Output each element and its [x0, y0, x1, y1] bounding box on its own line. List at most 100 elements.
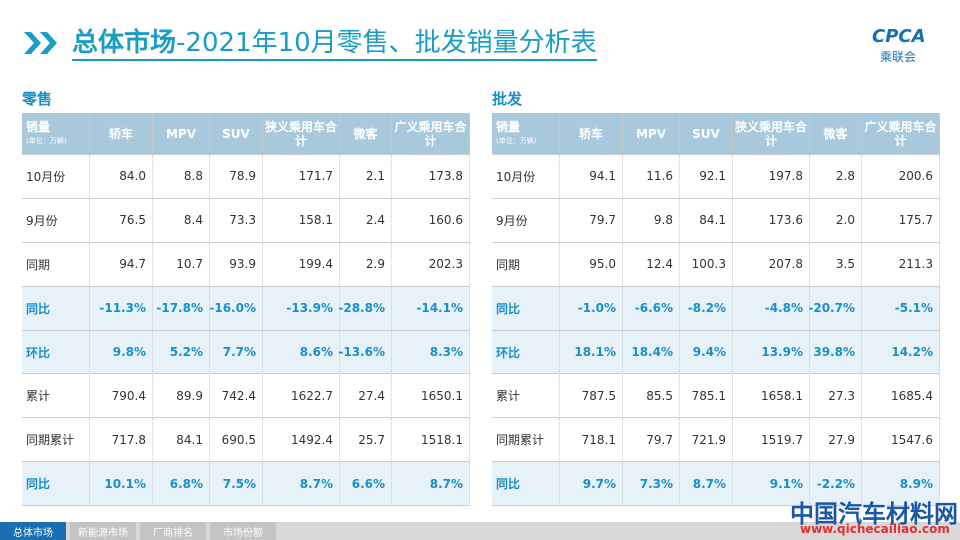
cell-value: 78.9: [210, 155, 263, 199]
cell-value: 94.1: [560, 155, 623, 199]
cell-value: 718.1: [560, 418, 623, 463]
row-label: 同期累计: [492, 418, 560, 463]
cell-value: 18.4%: [623, 330, 680, 375]
cell-value: 1658.1: [733, 374, 810, 419]
cell-value: 8.7%: [680, 462, 733, 507]
cell-value: -1.0%: [560, 286, 623, 331]
row-label: 10月份: [492, 155, 560, 199]
table-label: 零售: [22, 90, 53, 108]
cell-value: 3.5: [810, 242, 862, 287]
cell-value: 14.2%: [862, 330, 940, 375]
cell-value: 690.5: [210, 418, 263, 463]
cell-value: -28.8%: [338, 286, 392, 331]
column-header: 狭义乘用车合计: [733, 113, 810, 155]
footer-tab: 新能源市场: [70, 522, 136, 540]
cell-value: 27.3: [810, 374, 862, 419]
cell-value: 790.4: [90, 374, 153, 419]
watermark-name: 中国汽车材料网: [790, 500, 958, 528]
column-header: MPV: [153, 113, 210, 155]
cell-value: 721.9: [680, 418, 733, 463]
cell-value: 18.1%: [560, 330, 623, 375]
cell-value: 13.9%: [733, 330, 810, 375]
cell-value: 7.5%: [210, 462, 263, 507]
row-label: 同比: [492, 462, 560, 507]
cell-value: 73.3: [210, 198, 263, 243]
column-header: 狭义乘用车合计: [263, 113, 340, 155]
column-header: 微客: [810, 113, 862, 155]
cell-value: 787.5: [560, 374, 623, 419]
cell-value: 9.8%: [90, 330, 153, 375]
cell-value: 742.4: [210, 374, 263, 419]
cell-value: 1492.4: [263, 418, 340, 463]
cell-value: 9.8: [623, 198, 680, 243]
cell-value: -13.6%: [338, 330, 392, 375]
cell-value: 8.7%: [392, 462, 470, 507]
cell-value: 25.7: [340, 418, 392, 463]
cell-value: -17.8%: [153, 286, 210, 331]
column-header: 广义乘用车合计: [862, 113, 940, 155]
row-label: 累计: [22, 374, 90, 419]
cell-value: 84.1: [680, 198, 733, 243]
row-label: 同期累计: [22, 418, 90, 463]
cell-value: 10.7: [153, 242, 210, 287]
title-bold: 总体市场: [72, 28, 177, 58]
cell-value: 92.1: [680, 155, 733, 199]
cell-value: 2.8: [810, 155, 862, 199]
cell-value: -8.2%: [680, 286, 733, 331]
cell-value: 11.6: [623, 155, 680, 199]
footer-tab: 总体市场: [0, 522, 66, 540]
cell-value: 8.3%: [392, 330, 470, 375]
column-header: SUV: [210, 113, 263, 155]
cell-value: 202.3: [392, 242, 470, 287]
cell-value: 12.4: [623, 242, 680, 287]
row-label: 环比: [492, 330, 560, 375]
cell-value: 39.8%: [810, 330, 862, 375]
cell-value: 95.0: [560, 242, 623, 287]
cell-value: -2.2%: [810, 462, 862, 507]
row-label: 10月份: [22, 155, 90, 199]
column-header: 广义乘用车合计: [392, 113, 470, 155]
watermark-url: www.qichecailiao.com: [800, 522, 950, 536]
cell-value: 211.3: [862, 242, 940, 287]
cell-value: 8.8: [153, 155, 210, 199]
cell-value: 2.1: [340, 155, 392, 199]
row-label: 9月份: [22, 198, 90, 243]
unit: (单位：万辆): [26, 136, 67, 145]
cell-value: 94.7: [90, 242, 153, 287]
unit: (单位：万辆): [496, 136, 537, 145]
cell-value: -16.0%: [209, 286, 263, 331]
cell-value: -20.7%: [808, 286, 862, 331]
cell-value: 1519.7: [733, 418, 810, 463]
row-label: 同期: [22, 242, 90, 287]
cell-value: 1622.7: [263, 374, 340, 419]
cell-value: 27.4: [340, 374, 392, 419]
cell-value: -4.8%: [733, 286, 810, 331]
cell-value: 2.9: [340, 242, 392, 287]
cell-value: 2.0: [810, 198, 862, 243]
cell-value: 158.1: [263, 198, 340, 243]
cell-value: 7.3%: [623, 462, 680, 507]
cell-value: 175.7: [862, 198, 940, 243]
cell-value: 8.7%: [263, 462, 340, 507]
cell-value: 207.8: [733, 242, 810, 287]
row-label: 累计: [492, 374, 560, 419]
logo-sub: 乘联会: [880, 50, 917, 64]
cell-value: 199.4: [263, 242, 340, 287]
logo: CPCA: [872, 26, 926, 47]
cell-value: 8.6%: [263, 330, 340, 375]
cell-value: 9.7%: [560, 462, 623, 507]
footer-tab: 市场份额: [210, 522, 276, 540]
row-label: 9月份: [492, 198, 560, 243]
column-header: 销量 (单位：万辆): [492, 113, 560, 155]
cell-value: 173.8: [392, 155, 470, 199]
title-rest: -2021年10月零售、批发销量分析表: [176, 28, 597, 58]
row-label: 同比: [492, 286, 560, 331]
cell-value: 717.8: [90, 418, 153, 463]
cell-value: -5.1%: [862, 286, 940, 331]
cell-value: 84.1: [153, 418, 210, 463]
row-label: 环比: [22, 330, 90, 375]
column-header: SUV: [680, 113, 733, 155]
table-label: 批发: [492, 90, 523, 108]
cell-value: -13.9%: [263, 286, 340, 331]
cell-value: 1650.1: [392, 374, 470, 419]
